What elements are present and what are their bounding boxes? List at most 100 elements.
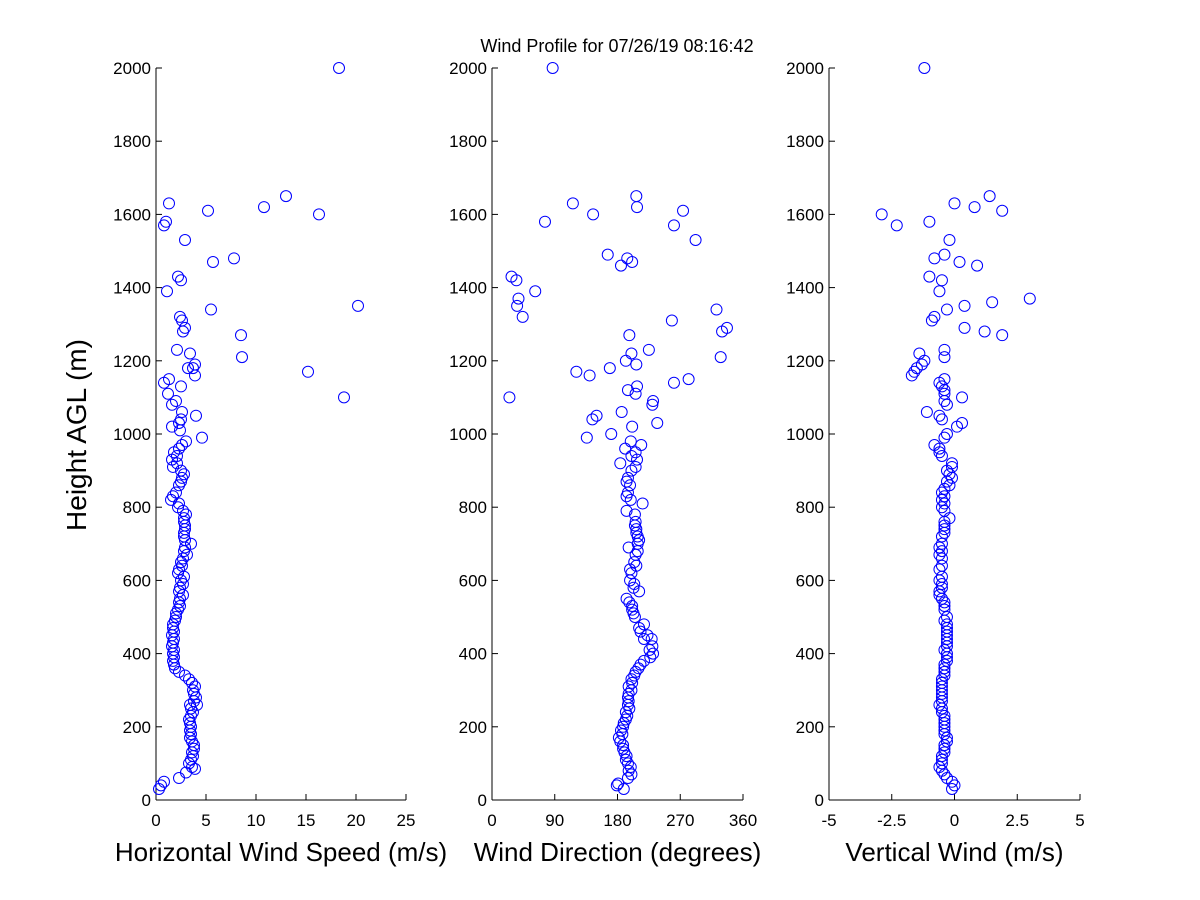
data-point [925, 314, 938, 327]
data-point [512, 292, 525, 305]
data-point [570, 365, 583, 378]
y-tick-label: 1800 [786, 132, 824, 151]
data-point [630, 523, 643, 536]
data-point [510, 274, 523, 287]
data-point [677, 204, 690, 217]
data-point [624, 479, 637, 492]
data-point [153, 783, 165, 796]
data-point [938, 523, 951, 536]
y-tick-label: 1400 [449, 279, 487, 298]
data-point [940, 398, 953, 411]
data-point [170, 486, 182, 499]
data-point [938, 351, 951, 364]
data-point [626, 676, 639, 689]
data-point [163, 197, 175, 210]
data-point [933, 574, 946, 587]
data-point [187, 684, 199, 697]
data-point [622, 764, 635, 777]
data-point [166, 398, 178, 411]
data-point [175, 380, 187, 393]
data-point [938, 526, 951, 539]
data-point [171, 343, 183, 356]
data-point [587, 208, 600, 221]
data-point [171, 457, 183, 470]
data-point [940, 651, 953, 664]
x-tick-label: -2.5 [877, 811, 906, 830]
data-point [935, 687, 948, 700]
data-point [933, 563, 946, 576]
data-point [938, 665, 951, 678]
data-point [938, 497, 951, 510]
data-point [933, 285, 946, 298]
data-point [187, 362, 199, 375]
data-point [620, 750, 633, 763]
y-tick-label: 800 [796, 498, 824, 517]
data-point [626, 255, 639, 268]
data-point [636, 497, 649, 510]
data-point [682, 373, 695, 386]
x-tick-label: 90 [545, 811, 564, 830]
data-point [935, 764, 948, 777]
data-point [158, 775, 170, 788]
x-axis-label: Wind Direction (degrees) [474, 837, 762, 867]
x-tick-label: 15 [297, 811, 316, 830]
data-point [933, 548, 946, 561]
data-point [935, 537, 948, 550]
y-tick-label: 2000 [786, 59, 824, 78]
data-point [940, 303, 953, 316]
data-point [566, 197, 579, 210]
data-point [948, 197, 961, 210]
data-point [938, 662, 951, 675]
y-tick-label: 400 [459, 645, 487, 664]
data-point [182, 362, 194, 375]
data-point [958, 321, 971, 334]
data-point [158, 376, 170, 389]
y-tick-label: 1000 [449, 425, 487, 444]
data-point [170, 395, 182, 408]
data-point [935, 559, 948, 572]
data-point [181, 548, 193, 561]
data-point [586, 413, 599, 426]
data-point [647, 395, 660, 408]
y-tick-label: 0 [815, 791, 824, 810]
data-point [651, 417, 664, 430]
data-point [302, 365, 314, 378]
data-point [352, 299, 364, 312]
data-point [623, 329, 636, 342]
data-point [923, 215, 936, 228]
data-point [938, 742, 951, 755]
data-point [629, 548, 642, 561]
y-tick-label: 600 [123, 571, 151, 590]
data-point [635, 438, 648, 451]
data-point [935, 413, 948, 426]
data-point [630, 358, 643, 371]
data-point [935, 486, 948, 499]
data-point [935, 578, 948, 591]
data-point [621, 757, 634, 770]
data-point [938, 248, 951, 261]
data-point [938, 482, 951, 495]
data-point [185, 537, 197, 550]
data-point [913, 347, 926, 360]
data-point [172, 567, 184, 580]
x-tick-label: 360 [729, 811, 757, 830]
data-point [644, 651, 657, 664]
data-point [614, 735, 627, 748]
y-tick-label: 2000 [113, 59, 151, 78]
data-point [161, 285, 173, 298]
data-point [529, 285, 542, 298]
data-point [986, 296, 999, 309]
y-tick-label: 1600 [113, 205, 151, 224]
data-point [538, 215, 551, 228]
data-point [935, 274, 948, 287]
data-point [580, 431, 593, 444]
data-point [933, 585, 946, 598]
data-point [619, 354, 632, 367]
data-point [665, 314, 678, 327]
data-point [625, 464, 638, 477]
panel-direction: 0 200 400 600 800 1000 1200 1400 1600 1800 2000 0 90… [449, 59, 761, 867]
data-point [615, 406, 628, 419]
data-point [940, 632, 953, 645]
data-point [338, 391, 350, 404]
